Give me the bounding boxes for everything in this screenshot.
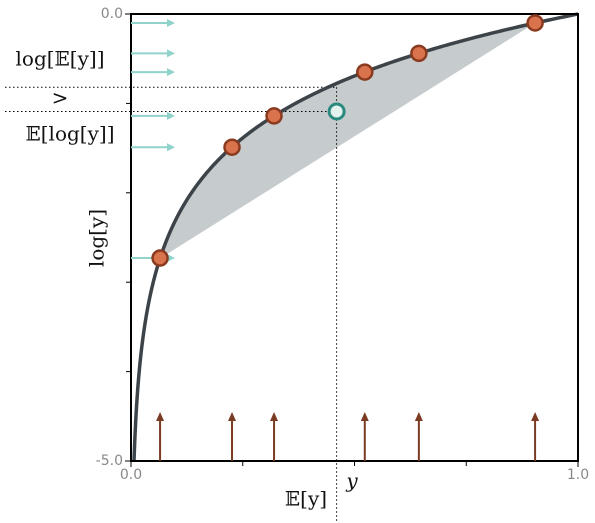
- left-arrow-head: [167, 111, 175, 120]
- y-tick-label: 0.0: [101, 6, 123, 22]
- point: [265, 107, 283, 125]
- left-arrow-head: [167, 68, 175, 77]
- y-axis-label: log[y]: [85, 209, 109, 267]
- left-arrow-head: [167, 49, 175, 58]
- x-tick-label: 1.0: [567, 467, 589, 483]
- annotation: 𝔼[log[y]]: [26, 122, 115, 146]
- left-arrow-head: [167, 18, 175, 27]
- x-tick-label: 0.0: [120, 467, 142, 483]
- annotation: log[𝔼[y]]: [16, 47, 105, 71]
- bottom-arrow-head: [360, 412, 369, 421]
- x-axis-label: 𝔼[y]: [285, 487, 327, 511]
- y-tick-label: -5.0: [96, 453, 123, 469]
- bottom-arrow-head: [228, 412, 237, 421]
- annotation: >: [52, 86, 69, 110]
- bottom-arrow-head: [531, 412, 540, 421]
- annotation: y: [345, 469, 358, 493]
- curve: [132, 12, 579, 462]
- bottom-arrow-head: [414, 412, 423, 421]
- bottom-arrow-head: [270, 412, 279, 421]
- left-arrow-head: [167, 143, 175, 152]
- bottom-arrow-head: [156, 412, 165, 421]
- point: [223, 138, 241, 156]
- mean-point: [327, 102, 346, 121]
- point: [151, 249, 169, 267]
- hull: [160, 23, 536, 259]
- point: [410, 44, 428, 63]
- left-arrow-head: [167, 254, 175, 263]
- point: [526, 14, 544, 32]
- point: [356, 63, 374, 81]
